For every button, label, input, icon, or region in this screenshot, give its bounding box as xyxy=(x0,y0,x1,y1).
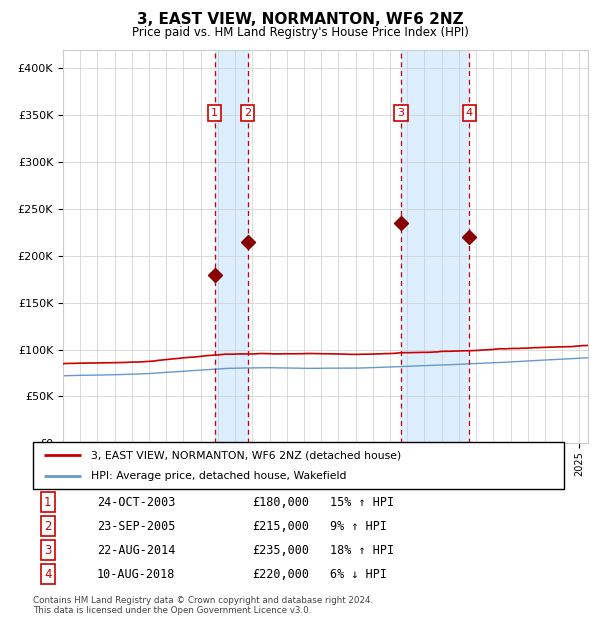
Text: 24-OCT-2003: 24-OCT-2003 xyxy=(97,495,175,508)
Text: £235,000: £235,000 xyxy=(252,544,309,557)
Text: 9% ↑ HPI: 9% ↑ HPI xyxy=(331,520,388,533)
Text: 1: 1 xyxy=(211,108,218,118)
Text: 3, EAST VIEW, NORMANTON, WF6 2NZ (detached house): 3, EAST VIEW, NORMANTON, WF6 2NZ (detach… xyxy=(91,450,401,460)
Text: Price paid vs. HM Land Registry's House Price Index (HPI): Price paid vs. HM Land Registry's House … xyxy=(131,26,469,39)
Text: 2: 2 xyxy=(244,108,251,118)
Text: 23-SEP-2005: 23-SEP-2005 xyxy=(97,520,175,533)
Text: 18% ↑ HPI: 18% ↑ HPI xyxy=(331,544,394,557)
Text: 22-AUG-2014: 22-AUG-2014 xyxy=(97,544,175,557)
Text: £180,000: £180,000 xyxy=(252,495,309,508)
Text: 15% ↑ HPI: 15% ↑ HPI xyxy=(331,495,394,508)
Text: HPI: Average price, detached house, Wakefield: HPI: Average price, detached house, Wake… xyxy=(91,471,347,482)
Text: 3: 3 xyxy=(397,108,404,118)
Text: 2: 2 xyxy=(44,520,52,533)
Text: 10-AUG-2018: 10-AUG-2018 xyxy=(97,568,175,581)
Bar xyxy=(215,50,248,443)
Bar xyxy=(401,50,469,443)
Text: 3: 3 xyxy=(44,544,52,557)
Text: £220,000: £220,000 xyxy=(252,568,309,581)
Text: 1: 1 xyxy=(44,495,52,508)
FancyBboxPatch shape xyxy=(33,442,564,489)
Text: 3, EAST VIEW, NORMANTON, WF6 2NZ: 3, EAST VIEW, NORMANTON, WF6 2NZ xyxy=(137,12,463,27)
Text: 6% ↓ HPI: 6% ↓ HPI xyxy=(331,568,388,581)
Text: 4: 4 xyxy=(466,108,473,118)
Text: This data is licensed under the Open Government Licence v3.0.: This data is licensed under the Open Gov… xyxy=(33,606,311,616)
Text: 4: 4 xyxy=(44,568,52,581)
Text: £215,000: £215,000 xyxy=(252,520,309,533)
Text: Contains HM Land Registry data © Crown copyright and database right 2024.: Contains HM Land Registry data © Crown c… xyxy=(33,596,373,606)
